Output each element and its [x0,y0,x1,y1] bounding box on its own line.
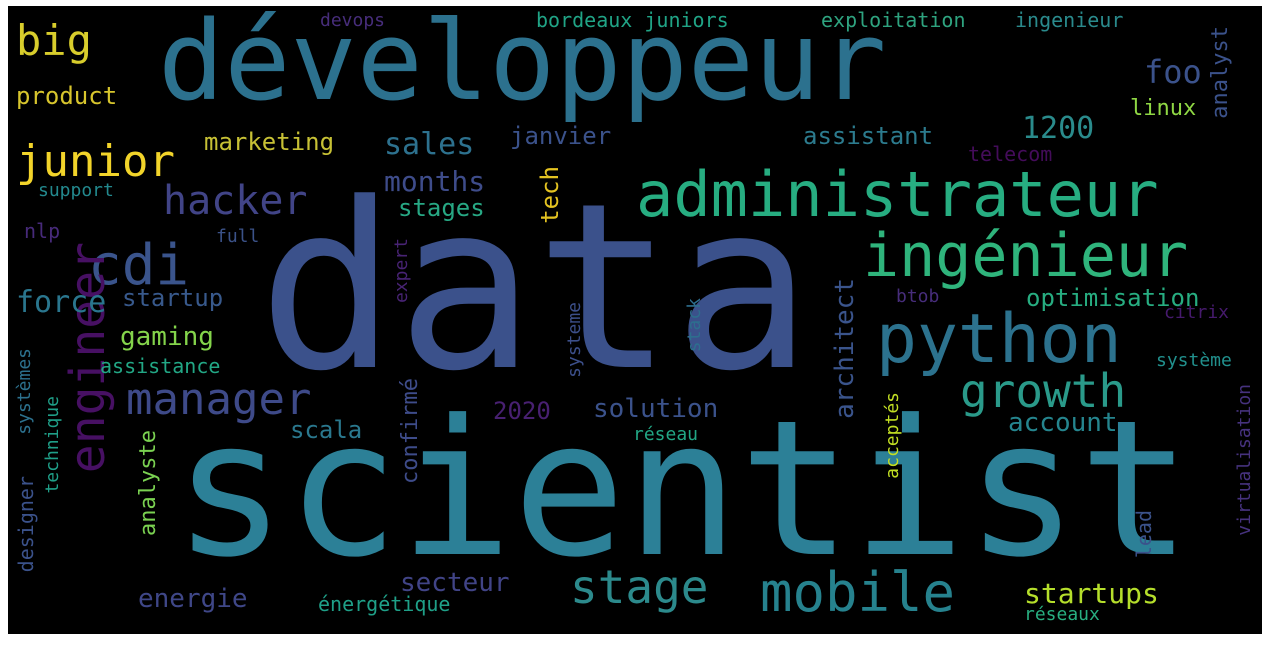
word-force: force [16,285,107,320]
word-ingenieur: ingénieur [863,221,1189,291]
word-manager: manager [126,374,312,425]
word-systemes: systèmes [14,348,35,435]
word-growth: growth [960,364,1127,418]
word-exploitation: exploitation [821,8,966,32]
word-stages: stages [398,194,485,222]
word-full: full [216,226,260,247]
word-optimisation: optimisation [1026,284,1200,312]
word-gaming: gaming [120,322,214,352]
word-1200: 1200 [1022,111,1095,146]
word-lead: lead [1132,510,1156,559]
word-hacker: hacker [163,178,308,224]
word-support: support [38,180,114,201]
word-btob: btob [896,286,940,307]
word-confirme: confirmé [398,378,423,484]
word-scientist: scientist [173,380,1192,599]
word-scala: scala [290,416,363,444]
word-designer: designer [14,476,38,573]
word-ingenieur-small: ingenieur [1015,8,1124,32]
word-sales: sales [384,127,475,162]
word-account: account [1008,408,1118,438]
word-python: python [876,300,1122,379]
word-reseaux: réseaux [1024,604,1100,625]
word-janvier: janvier [510,122,612,150]
word-nlp: nlp [24,219,61,243]
word-systeme: systeme [564,302,585,378]
word-technique: technique [42,396,63,494]
word-analyste: analyste [136,430,161,536]
word-cdi: cdi [88,233,190,298]
word-systeme-accent: système [1156,350,1232,371]
word-stack: stack [684,298,705,353]
word-stage: stage [570,560,709,614]
word-citrix: citrix [1164,302,1230,323]
word-product: product [16,82,118,110]
word-analyst: analyst [1208,26,1233,119]
word-reseau: réseau [633,424,699,445]
word-secteur: secteur [400,568,510,598]
word-tech: tech [536,166,564,224]
word-big: big [16,16,92,65]
word-assistance: assistance [100,354,221,378]
word-telecom: telecom [968,142,1053,166]
word-startups: startups [1024,577,1159,610]
word-energie: energie [138,584,248,614]
word-expert: expert [391,238,412,304]
word-architect: architect [830,278,860,419]
word-developpeur: développeur [158,6,887,125]
word-marketing: marketing [204,128,335,156]
word-junior: junior [16,136,175,187]
word-acceptes: acceptés [882,392,903,479]
word-assistant: assistant [803,122,934,150]
word-virtualisation: virtualisation [1234,384,1255,536]
word-startup: startup [122,284,224,312]
word-months: months [384,165,486,198]
word-energetique: énergétique [318,592,451,616]
word-solution: solution [593,394,719,424]
word-bordeaux-juniors: bordeaux juniors [536,8,729,32]
word-linux: linux [1130,96,1197,121]
word-2020: 2020 [493,397,551,425]
word-mobile: mobile [760,561,956,624]
word-data: data [258,155,812,422]
word-administrateur: administrateur [636,158,1159,231]
word-cloud: data scientist développeur administrateu… [8,6,1262,634]
word-devops: devops [320,10,386,31]
word-foo: foo [1144,53,1202,91]
